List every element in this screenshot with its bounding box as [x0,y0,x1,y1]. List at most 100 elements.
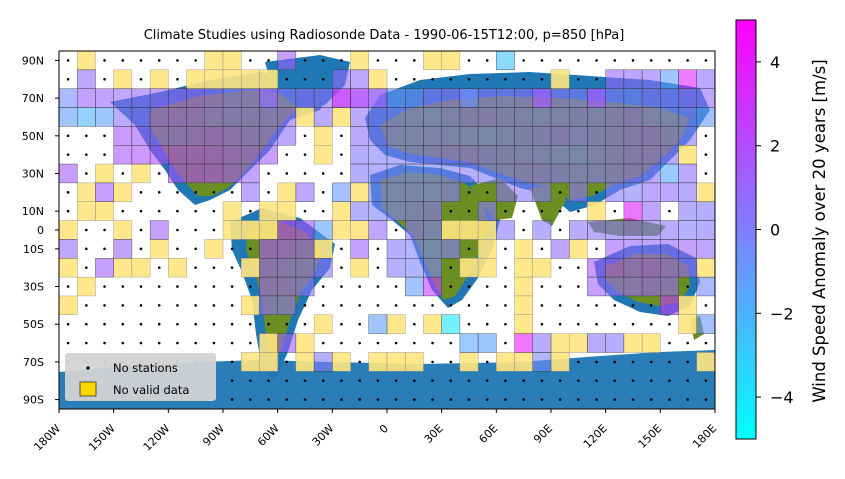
anomaly-cell [277,333,297,353]
no-station-dot [668,360,671,364]
anomaly-cell [386,107,406,127]
anomaly-cell [113,126,133,146]
no-station-dot [176,77,179,81]
no-station-dot [303,172,307,175]
no-station-dot [285,322,289,326]
x-tick-label: 150W [86,422,118,454]
no-valid-data-cell [313,145,333,165]
no-station-dot [194,266,197,269]
anomaly-cell [295,258,315,278]
no-station-dot [139,228,143,232]
anomaly-cell [623,220,643,240]
no-valid-data-cell [113,220,133,240]
anomaly-cell [605,276,625,297]
no-valid-data-cell [295,333,315,353]
no-valid-data-cell [168,258,187,278]
anomaly-cell [678,107,697,127]
no-valid-data-cell [514,239,533,259]
anomaly-cell [696,201,715,221]
no-station-dot [376,59,380,62]
no-station-dot [358,341,361,345]
no-station-dot [540,209,544,213]
no-valid-data-cell [459,352,479,372]
anomaly-cell [696,314,715,334]
no-station-dot [85,322,88,326]
anomaly-cell [386,88,406,108]
map-area [59,51,715,409]
y-tick-label: 70S [23,356,44,369]
anomaly-cell [95,182,114,202]
no-station-dot [176,341,179,345]
no-valid-data-cell [186,69,205,89]
no-station-dot [431,398,434,401]
no-station-dot [212,285,216,288]
x-tick-label: 90W [200,422,227,449]
no-station-dot [230,191,234,194]
anomaly-cell [241,107,260,127]
anomaly-cell [678,201,697,221]
no-station-dot [613,360,617,364]
no-station-dot [340,153,343,156]
no-station-dot [176,209,179,213]
anomaly-cell [350,126,369,146]
legend-box [65,353,216,401]
no-valid-data-cell [696,258,715,278]
no-station-dot [504,322,507,326]
colorbar-tick-label: 4 [770,53,780,72]
x-tick-label: 180E [690,422,719,451]
no-station-dot [121,172,125,175]
no-station-dot [194,191,197,194]
anomaly-cell [405,201,424,221]
no-station-dot [121,341,125,345]
anomaly-cell [259,126,278,146]
anomaly-cell [77,69,96,89]
no-station-dot [431,360,434,364]
anomaly-cell [550,88,570,108]
anomaly-cell [514,163,533,184]
no-valid-data-cell [350,258,369,278]
anomaly-cell [204,163,224,184]
no-station-dot [303,134,307,138]
no-valid-data-cell [423,314,442,334]
anomaly-cell [222,163,242,184]
no-valid-data-cell [569,333,588,353]
anomaly-cell [131,88,151,108]
no-station-dot [267,172,270,175]
no-valid-data-cell [623,333,643,353]
anomaly-cell [241,126,260,146]
anomaly-cell [423,88,442,108]
anomaly-cell [532,333,552,353]
no-station-dot [230,398,234,401]
no-station-dot [139,341,143,345]
colorbar-ticks: −4 −2 0 2 4 [756,53,794,407]
anomaly-cell [405,145,424,165]
anomaly-cell [259,295,278,315]
no-station-dot [467,285,471,288]
no-station-dot [413,304,416,307]
no-station-dot [358,398,361,401]
no-station-dot [85,304,88,307]
no-station-dot [321,191,325,194]
no-station-dot [66,153,70,156]
no-station-dot [376,247,380,251]
no-station-dot [249,398,252,401]
no-station-dot [504,304,507,307]
x-tick-label: 60W [255,422,282,449]
anomaly-cell [514,182,533,202]
no-station-dot [176,228,179,232]
anomaly-cell [313,220,333,240]
anomaly-cell [386,239,406,259]
anomaly-cell [660,258,679,278]
anomaly-cell [477,201,497,221]
no-valid-data-cell [95,163,114,184]
no-valid-data-cell [131,258,151,278]
x-tick-label: 30W [310,422,337,449]
no-valid-data-cell [477,239,497,259]
no-station-dot [157,172,161,175]
no-station-dot [157,191,161,194]
anomaly-cell [660,88,679,108]
anomaly-cell [641,220,661,240]
no-station-dot [139,59,143,62]
anomaly-cell [623,201,643,221]
no-valid-data-cell [587,201,606,221]
